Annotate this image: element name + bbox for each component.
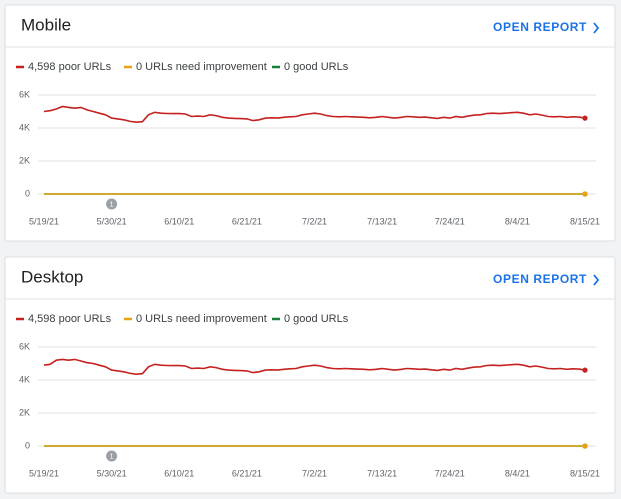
x-tick-label: 7/24/21 [435, 216, 465, 226]
legend-label: 4,598 poor URLs [28, 313, 112, 325]
x-tick-label: 5/30/21 [97, 468, 127, 478]
x-tick-label: 5/19/21 [29, 468, 59, 478]
open-report-link[interactable]: OPEN REPORT [493, 20, 587, 34]
legend-label: 4,598 poor URLs [28, 61, 112, 73]
y-tick-label: 4K [19, 122, 30, 132]
end-point [582, 191, 588, 197]
chevron-icon [593, 22, 600, 34]
annotation-marker[interactable] [106, 198, 118, 210]
x-tick-label: 8/15/21 [570, 468, 600, 478]
x-tick-label: 8/4/21 [505, 468, 530, 478]
end-point [582, 115, 588, 121]
x-tick-label: 8/4/21 [505, 216, 530, 226]
y-tick-label: 2K [19, 155, 30, 165]
open-report-link[interactable]: OPEN REPORT [493, 272, 587, 286]
x-tick-label: 7/2/21 [302, 216, 327, 226]
legend-label: 0 URLs need improvement [136, 61, 267, 73]
chevron-icon [593, 274, 600, 286]
x-tick-label: 6/21/21 [232, 216, 262, 226]
card-background [4, 256, 616, 494]
x-tick-label: 7/13/21 [367, 468, 397, 478]
x-tick-label: 7/24/21 [435, 468, 465, 478]
end-point [582, 367, 588, 373]
x-tick-label: 5/19/21 [29, 216, 59, 226]
y-tick-label: 2K [19, 407, 30, 417]
annotation-label: 1 [110, 453, 114, 460]
report-card: Mobile OPEN REPORT 4,598 poor URLs 0 URLs n… [4, 4, 616, 242]
card-background [4, 4, 616, 242]
x-tick-label: 5/30/21 [97, 216, 127, 226]
series-line [43, 358, 586, 376]
x-tick-label: 6/10/21 [164, 216, 194, 226]
y-tick-label: 4K [19, 374, 30, 384]
legend-label: 0 good URLs [284, 313, 349, 325]
annotation-marker[interactable] [106, 450, 118, 462]
legend-label: 0 URLs need improvement [136, 313, 267, 325]
y-tick-label: 6K [19, 341, 30, 351]
x-tick-label: 8/15/21 [570, 216, 600, 226]
card-title: Mobile [21, 15, 71, 34]
y-tick-label: 0 [25, 188, 30, 198]
report-card: Desktop OPEN REPORT 4,598 poor URLs 0 URLs … [4, 256, 616, 494]
legend-label: 0 good URLs [284, 61, 349, 73]
series-line [43, 105, 586, 124]
annotation-label: 1 [110, 201, 114, 208]
end-point [582, 443, 588, 449]
y-tick-label: 6K [19, 89, 30, 99]
y-tick-label: 0 [25, 440, 30, 450]
card-title: Desktop [21, 267, 83, 286]
x-tick-label: 6/21/21 [232, 468, 262, 478]
x-tick-label: 6/10/21 [164, 468, 194, 478]
x-tick-label: 7/2/21 [302, 468, 327, 478]
x-tick-label: 7/13/21 [367, 216, 397, 226]
